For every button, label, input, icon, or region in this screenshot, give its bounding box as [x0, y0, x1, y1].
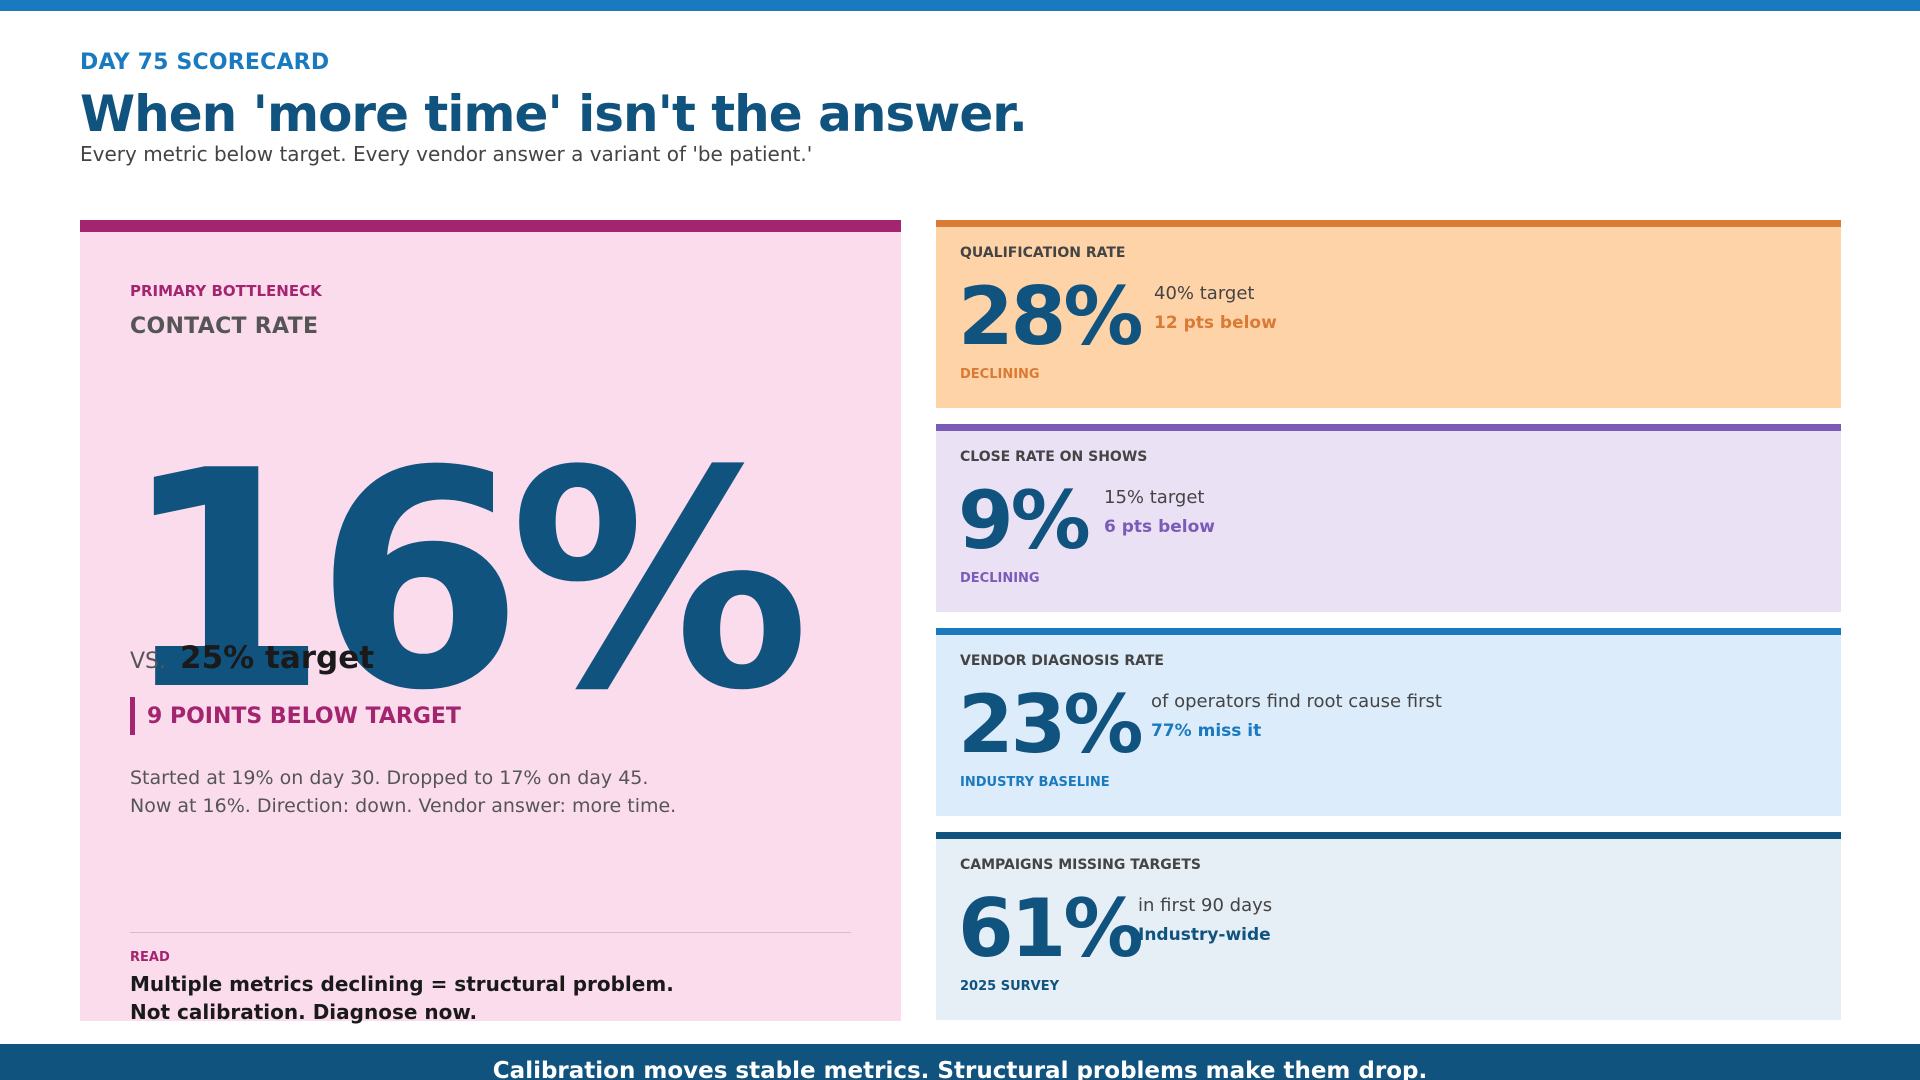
metric-delta: 6 pts below	[1104, 517, 1215, 537]
metric-card-vendor-diagnosis: VENDOR DIAGNOSIS RATE 23% of operators f…	[936, 628, 1841, 816]
metric-trend: 2025 SURVEY	[960, 979, 1059, 994]
metric-context: of operators find root cause first	[1151, 691, 1442, 712]
footer-banner: Calibration moves stable metrics. Struct…	[0, 1044, 1920, 1080]
primary-bottleneck-card: PRIMARY BOTTLENECK CONTACT RATE 16% VS. …	[80, 220, 901, 1024]
metric-card-qualification-rate: QUALIFICATION RATE 28% 40% target 12 pts…	[936, 220, 1841, 408]
top-accent-strip	[0, 0, 1920, 11]
metric-delta: 77% miss it	[1151, 721, 1262, 741]
metric-label: CLOSE RATE ON SHOWS	[960, 449, 1148, 465]
primary-story: Started at 19% on day 30. Dropped to 17%…	[130, 764, 830, 820]
metric-context: in first 90 days	[1138, 895, 1273, 916]
metric-context: 15% target	[1104, 487, 1205, 508]
primary-below-flag: 9 POINTS BELOW TARGET	[130, 697, 461, 735]
metric-label: CAMPAIGNS MISSING TARGETS	[960, 857, 1201, 873]
metric-value: 28%	[958, 270, 1143, 363]
page-subtitle: Every metric below target. Every vendor …	[80, 142, 813, 166]
primary-below-text: 9 POINTS BELOW TARGET	[147, 703, 461, 729]
metric-value: 9%	[958, 474, 1091, 567]
primary-target-line: VS. 25% target	[130, 640, 374, 676]
read-label: READ	[130, 950, 170, 965]
metric-trend: INDUSTRY BASELINE	[960, 775, 1110, 790]
read-line-2: Not calibration. Diagnose now.	[130, 1000, 478, 1024]
metric-value: 23%	[958, 678, 1143, 771]
vs-label: VS.	[130, 649, 167, 674]
metric-card-campaigns-missing: CAMPAIGNS MISSING TARGETS 61% in first 9…	[936, 832, 1841, 1020]
page-header: DAY 75 SCORECARD When 'more time' isn't …	[80, 50, 1840, 166]
read-line-1: Multiple metrics declining = structural …	[130, 972, 674, 996]
metric-value: 61%	[958, 882, 1143, 975]
primary-target: 25% target	[180, 640, 375, 676]
metric-label: QUALIFICATION RATE	[960, 245, 1126, 261]
primary-metric-name: CONTACT RATE	[130, 314, 319, 339]
read-conclusion: Multiple metrics declining = structural …	[130, 970, 850, 1026]
story-line-1: Started at 19% on day 30. Dropped to 17%…	[130, 767, 649, 789]
metric-context: 40% target	[1154, 283, 1255, 304]
page-title: When 'more time' isn't the answer.	[80, 85, 1028, 143]
metric-trend: DECLINING	[960, 571, 1040, 586]
footer-text: Calibration moves stable metrics. Struct…	[492, 1058, 1428, 1080]
metric-delta: 12 pts below	[1154, 313, 1277, 333]
metric-delta: Industry-wide	[1138, 925, 1271, 945]
primary-metric-value: 16%	[120, 407, 810, 756]
metric-trend: DECLINING	[960, 367, 1040, 382]
primary-divider	[130, 932, 851, 933]
metric-card-close-rate: CLOSE RATE ON SHOWS 9% 15% target 6 pts …	[936, 424, 1841, 612]
scorecard-eyebrow: DAY 75 SCORECARD	[80, 50, 330, 75]
primary-kicker: PRIMARY BOTTLENECK	[130, 282, 322, 300]
story-line-2: Now at 16%. Direction: down. Vendor answ…	[130, 795, 677, 817]
metric-label: VENDOR DIAGNOSIS RATE	[960, 653, 1164, 669]
